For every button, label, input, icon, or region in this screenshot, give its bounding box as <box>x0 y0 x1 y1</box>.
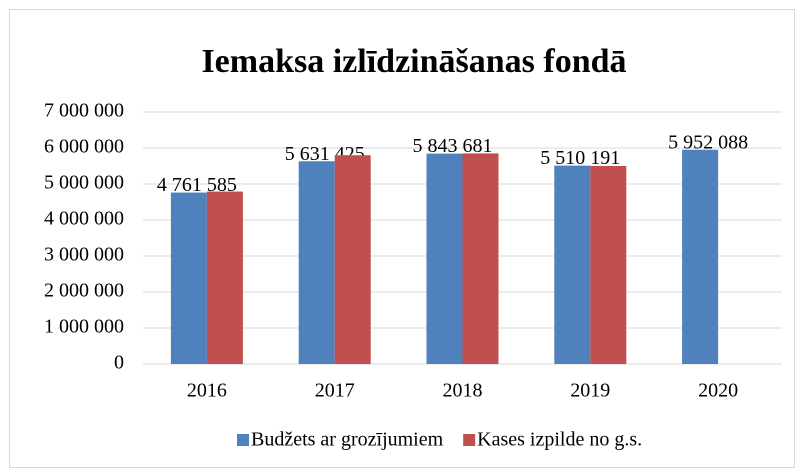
legend-swatch <box>237 434 249 446</box>
bar <box>426 153 463 364</box>
y-tick-label: 6 000 000 <box>44 136 124 158</box>
chart-title: Iemaksa izlīdzināšanas fondā <box>201 43 626 80</box>
bar <box>462 153 499 364</box>
bar <box>590 166 627 364</box>
bar <box>170 192 207 364</box>
legend-label: Kases izpilde no g.s. <box>477 429 642 451</box>
bar <box>682 149 719 364</box>
legend-swatch <box>463 434 476 446</box>
bar <box>206 191 243 364</box>
y-tick-label: 0 <box>114 352 124 374</box>
x-tick-label: 2016 <box>187 380 227 402</box>
data-label: 5 843 681 <box>413 135 493 157</box>
x-tick-label: 2020 <box>698 380 738 402</box>
y-tick-label: 3 000 000 <box>44 244 124 266</box>
x-tick-label: 2019 <box>570 380 610 402</box>
bar <box>298 161 335 364</box>
y-tick-label: 1 000 000 <box>44 316 124 338</box>
data-label: 5 510 191 <box>540 147 620 169</box>
chart-border <box>9 9 795 468</box>
y-tick-label: 4 000 000 <box>44 208 124 230</box>
legend-label: Budžets ar grozījumiem <box>251 429 444 451</box>
data-label: 4 761 585 <box>157 174 237 196</box>
data-label: 5 952 088 <box>668 131 748 153</box>
bar <box>334 155 371 364</box>
x-tick-label: 2018 <box>443 380 483 402</box>
x-tick-label: 2017 <box>315 380 355 402</box>
y-tick-label: 5 000 000 <box>44 172 124 194</box>
y-tick-label: 7 000 000 <box>44 100 124 122</box>
bar <box>554 165 591 364</box>
y-tick-label: 2 000 000 <box>44 280 124 302</box>
